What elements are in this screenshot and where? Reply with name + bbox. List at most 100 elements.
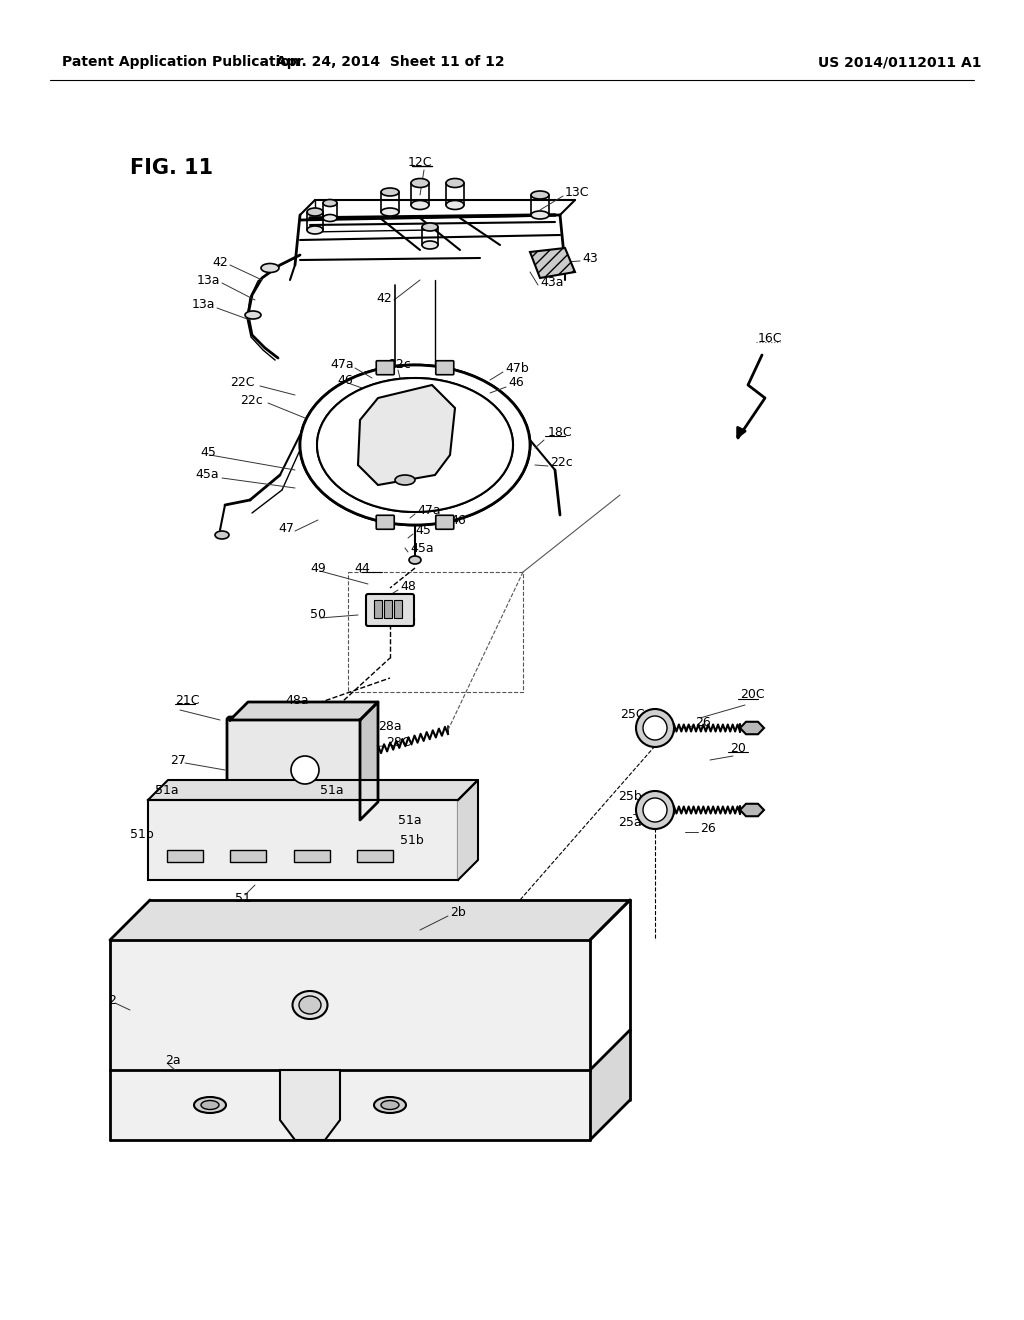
Ellipse shape bbox=[395, 475, 415, 484]
Ellipse shape bbox=[411, 201, 429, 210]
Text: 51b: 51b bbox=[130, 829, 154, 842]
Bar bbox=[384, 601, 392, 618]
Text: 18C: 18C bbox=[548, 425, 572, 438]
Text: 43: 43 bbox=[582, 252, 598, 264]
Text: 22c: 22c bbox=[550, 455, 572, 469]
FancyBboxPatch shape bbox=[376, 360, 394, 375]
Ellipse shape bbox=[299, 997, 321, 1014]
Text: 47a: 47a bbox=[417, 503, 440, 516]
Polygon shape bbox=[358, 385, 455, 484]
Bar bbox=[230, 850, 266, 862]
Ellipse shape bbox=[636, 709, 674, 747]
Polygon shape bbox=[148, 780, 478, 800]
FancyBboxPatch shape bbox=[376, 515, 394, 529]
FancyBboxPatch shape bbox=[436, 360, 454, 375]
Text: 25C: 25C bbox=[620, 709, 645, 722]
Text: 13a: 13a bbox=[197, 273, 220, 286]
Text: 20C: 20C bbox=[740, 689, 765, 701]
Ellipse shape bbox=[307, 209, 323, 216]
Polygon shape bbox=[740, 804, 764, 816]
Text: 2: 2 bbox=[108, 994, 116, 1006]
Ellipse shape bbox=[245, 312, 261, 319]
Text: 48: 48 bbox=[400, 579, 416, 593]
Text: 47b: 47b bbox=[505, 362, 528, 375]
Bar bbox=[294, 850, 330, 862]
Text: 47: 47 bbox=[278, 521, 294, 535]
Polygon shape bbox=[530, 248, 575, 279]
Text: 45: 45 bbox=[415, 524, 431, 536]
Text: 51a: 51a bbox=[398, 813, 422, 826]
Text: 51b: 51b bbox=[400, 833, 424, 846]
Text: 2a: 2a bbox=[165, 1053, 180, 1067]
Text: 22C: 22C bbox=[230, 376, 255, 389]
Text: 45a: 45a bbox=[410, 541, 433, 554]
Text: Apr. 24, 2014  Sheet 11 of 12: Apr. 24, 2014 Sheet 11 of 12 bbox=[275, 55, 504, 69]
Text: 13C: 13C bbox=[565, 186, 590, 198]
Text: 50: 50 bbox=[310, 609, 326, 622]
Text: 20: 20 bbox=[730, 742, 745, 755]
Ellipse shape bbox=[374, 1097, 406, 1113]
Text: 42: 42 bbox=[376, 292, 392, 305]
Ellipse shape bbox=[531, 211, 549, 219]
Bar bbox=[394, 601, 402, 618]
Polygon shape bbox=[458, 780, 478, 880]
Ellipse shape bbox=[643, 799, 667, 822]
Text: 45a: 45a bbox=[195, 469, 219, 482]
Ellipse shape bbox=[381, 187, 399, 195]
Text: 51a: 51a bbox=[155, 784, 178, 796]
Text: 26: 26 bbox=[700, 821, 716, 834]
Text: 46: 46 bbox=[508, 376, 523, 389]
Bar bbox=[374, 601, 382, 618]
FancyBboxPatch shape bbox=[436, 515, 454, 529]
Polygon shape bbox=[740, 722, 764, 734]
Text: 51: 51 bbox=[234, 891, 251, 904]
Polygon shape bbox=[230, 702, 378, 719]
Text: 22c: 22c bbox=[240, 393, 263, 407]
Text: 44: 44 bbox=[354, 561, 370, 574]
Ellipse shape bbox=[643, 715, 667, 741]
Text: 26: 26 bbox=[695, 715, 711, 729]
FancyBboxPatch shape bbox=[366, 594, 414, 626]
Text: 49: 49 bbox=[310, 561, 326, 574]
Bar bbox=[348, 572, 523, 692]
Text: 49: 49 bbox=[390, 595, 406, 609]
Text: Patent Application Publication: Patent Application Publication bbox=[62, 55, 300, 69]
Text: 25: 25 bbox=[635, 804, 651, 817]
Ellipse shape bbox=[381, 1101, 399, 1110]
Ellipse shape bbox=[411, 178, 429, 187]
Circle shape bbox=[291, 756, 319, 784]
Text: 45: 45 bbox=[200, 446, 216, 458]
Polygon shape bbox=[590, 1030, 630, 1140]
Ellipse shape bbox=[422, 242, 438, 249]
Bar bbox=[167, 850, 203, 862]
Ellipse shape bbox=[531, 191, 549, 199]
Text: 43a: 43a bbox=[540, 276, 563, 289]
Text: US 2014/0112011 A1: US 2014/0112011 A1 bbox=[818, 55, 982, 69]
Ellipse shape bbox=[307, 226, 323, 234]
Text: 28a: 28a bbox=[378, 719, 401, 733]
Text: 50: 50 bbox=[400, 614, 416, 627]
Polygon shape bbox=[110, 900, 630, 940]
Ellipse shape bbox=[323, 199, 337, 206]
Text: 21C: 21C bbox=[175, 693, 200, 706]
Text: 46: 46 bbox=[450, 513, 466, 527]
Bar bbox=[357, 850, 393, 862]
Text: 25b: 25b bbox=[618, 791, 642, 804]
Text: 13a: 13a bbox=[191, 298, 215, 312]
Text: 2b: 2b bbox=[450, 906, 466, 919]
Text: 48a: 48a bbox=[285, 693, 308, 706]
Ellipse shape bbox=[215, 531, 229, 539]
Text: 42: 42 bbox=[212, 256, 228, 268]
Ellipse shape bbox=[261, 264, 279, 272]
Ellipse shape bbox=[636, 791, 674, 829]
Text: 47a: 47a bbox=[330, 359, 353, 371]
Text: 12C: 12C bbox=[408, 156, 432, 169]
Polygon shape bbox=[280, 1071, 340, 1140]
Ellipse shape bbox=[422, 223, 438, 231]
Text: 28C: 28C bbox=[386, 735, 411, 748]
Ellipse shape bbox=[409, 556, 421, 564]
Ellipse shape bbox=[317, 378, 513, 512]
Ellipse shape bbox=[446, 201, 464, 210]
Polygon shape bbox=[110, 940, 590, 1071]
Polygon shape bbox=[110, 1071, 590, 1140]
